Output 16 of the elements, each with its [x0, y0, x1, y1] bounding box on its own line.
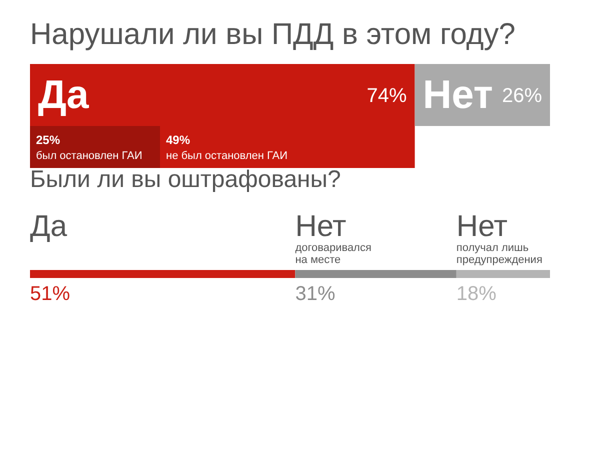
- chart-title: Нарушали ли вы ПДД в этом году?: [30, 18, 516, 51]
- text: Нет договаривался на месте: [295, 210, 372, 266]
- data-label: 31%: [295, 283, 336, 305]
- data-label: 74%: [366, 85, 408, 107]
- data-label: 26%: [502, 85, 542, 107]
- chart-title: Были ли вы оштрафованы?: [30, 166, 341, 193]
- series-label: был остановлен ГАИ: [36, 150, 142, 162]
- data-label: 49%: [166, 133, 190, 147]
- series-label: не был остановлен ГАИ: [166, 150, 288, 162]
- text: Нет получал лишь предупреждения: [456, 210, 542, 266]
- data-label: 51%: [30, 283, 70, 305]
- series-label: Нет: [422, 73, 494, 117]
- series-label: Да: [38, 73, 90, 117]
- data-label: 18%: [456, 283, 497, 305]
- series-label: Да: [30, 210, 68, 243]
- data-label: 25%: [36, 133, 60, 147]
